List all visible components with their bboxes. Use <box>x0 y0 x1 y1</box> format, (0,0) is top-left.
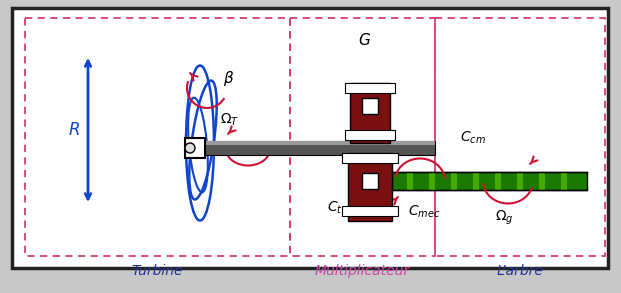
Bar <box>345 130 395 140</box>
Text: $C_t$: $C_t$ <box>327 200 343 217</box>
Bar <box>185 138 205 158</box>
Bar <box>392 172 587 190</box>
Text: Multiplicateur: Multiplicateur <box>314 264 410 278</box>
Text: $\Omega_T$: $\Omega_T$ <box>220 112 239 128</box>
Bar <box>205 141 435 155</box>
Bar <box>350 83 390 143</box>
Bar <box>473 172 479 190</box>
Bar <box>451 172 457 190</box>
Bar <box>12 8 608 268</box>
Text: $G$: $G$ <box>358 32 371 48</box>
Bar <box>348 153 392 221</box>
Bar <box>517 172 523 190</box>
Bar <box>362 173 378 189</box>
Text: Turbine: Turbine <box>131 264 183 278</box>
Bar <box>429 172 435 190</box>
Bar <box>342 206 398 216</box>
Bar <box>345 83 395 93</box>
Text: L’arbre: L’arbre <box>497 264 543 278</box>
Bar <box>290 18 435 256</box>
Bar <box>495 172 501 190</box>
Text: $C_{mec}$: $C_{mec}$ <box>408 204 440 220</box>
Circle shape <box>185 143 195 153</box>
Text: $\beta$: $\beta$ <box>223 69 234 88</box>
Bar <box>205 141 435 145</box>
Text: R: R <box>68 121 79 139</box>
Bar <box>362 98 378 114</box>
Bar <box>407 172 413 190</box>
Bar <box>539 172 545 190</box>
Bar <box>561 172 567 190</box>
Bar <box>435 18 605 256</box>
Bar <box>25 18 290 256</box>
Text: $C_{cm}$: $C_{cm}$ <box>460 130 486 146</box>
Text: $\Omega_g$: $\Omega_g$ <box>495 209 514 227</box>
Bar <box>342 153 398 163</box>
